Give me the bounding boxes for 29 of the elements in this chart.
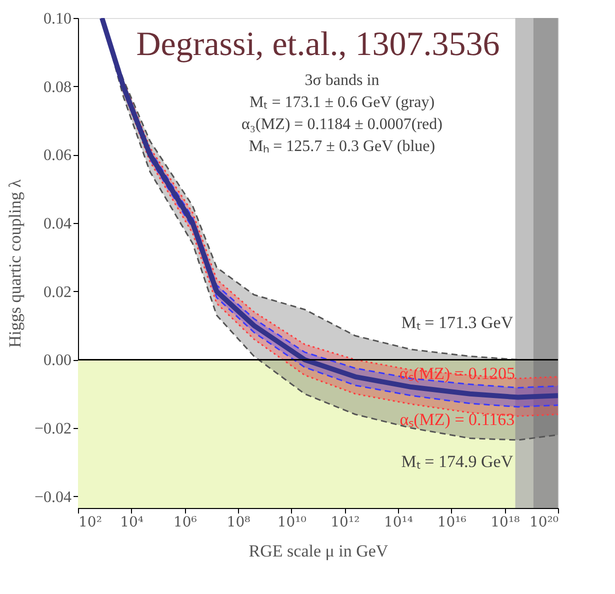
- y-tick-label: −0.02: [34, 420, 72, 438]
- x-tick-label: 10¹⁸: [490, 514, 520, 530]
- x-axis-title: RGE scale μ in GeV: [248, 542, 389, 560]
- annotation: 3σ bands in: [304, 72, 380, 89]
- x-tick-label: 10⁸: [226, 514, 251, 530]
- y-axis-title: Higgs quartic coupling λ: [5, 178, 24, 348]
- y-tick-label: 0.04: [44, 216, 72, 233]
- x-tick-label: 10²: [78, 514, 102, 530]
- x-tick-label: 10¹⁰: [277, 514, 307, 530]
- annotation: α₃(MZ) = 0.1184 ± 0.0007(red): [242, 116, 442, 133]
- annotation: Mₜ = 173.1 ± 0.6 GeV (gray): [249, 94, 435, 111]
- y-tick-label: −0.04: [34, 488, 72, 506]
- y-tick-label: 0.06: [44, 147, 72, 164]
- x-tick-label: 10¹⁶: [437, 514, 467, 530]
- annotation: Mₜ = 171.3 GeV: [401, 313, 514, 332]
- x-tick-label: 10⁶: [173, 514, 198, 530]
- annotation: Mₜ = 174.9 GeV: [401, 452, 514, 471]
- annotation: Mₕ = 125.7 ± 0.3 GeV (blue): [248, 138, 436, 155]
- y-tick-label: 0.00: [44, 352, 72, 370]
- x-tick-label: 10⁴: [120, 514, 144, 530]
- x-tick-label: 10²⁰: [529, 514, 559, 530]
- x-tick-label: 10¹⁴: [384, 514, 414, 530]
- y-tick-label: 0.10: [44, 10, 72, 28]
- y-tick-label: 0.08: [44, 78, 72, 96]
- chart-title: Degrassi, et.al., 1307.3536: [136, 26, 500, 63]
- annotation: αₛ(MZ) = 0.1163: [400, 410, 515, 429]
- annotation: αₛ(MZ) = 0.1205: [399, 364, 515, 383]
- y-tick-label: 0.02: [44, 284, 72, 301]
- x-tick-label: 10¹²: [330, 514, 360, 530]
